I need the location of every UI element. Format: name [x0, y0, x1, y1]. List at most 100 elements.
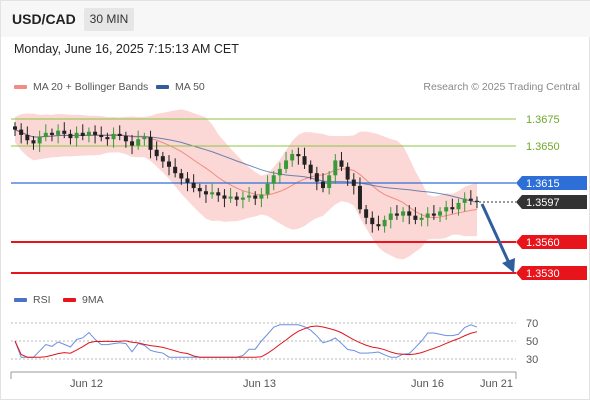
candle-body	[370, 217, 375, 225]
legend-rsi-label: RSI	[33, 294, 51, 306]
candle-body	[130, 141, 135, 146]
candle-body	[327, 175, 332, 189]
candle-body	[321, 181, 325, 189]
candle-body	[228, 196, 233, 199]
candle-body	[160, 156, 165, 162]
candle-body	[284, 160, 289, 169]
candle-body	[99, 134, 104, 138]
timestamp: Monday, June 16, 2025 7:15:13 AM CET	[14, 42, 239, 56]
rsi-axis-70: 70	[526, 318, 538, 330]
candle-body	[438, 211, 443, 216]
candle-body	[296, 154, 301, 157]
candle-body	[468, 198, 473, 201]
candle-body	[25, 134, 30, 141]
candle-body	[456, 202, 461, 210]
candle-body	[74, 132, 79, 139]
candle-body	[19, 129, 24, 135]
candle-body	[376, 224, 381, 227]
candle-body	[388, 213, 393, 220]
current-price-tag: 1.3597	[516, 195, 587, 209]
rsi-axis-50: 50	[526, 336, 538, 348]
candle-body	[173, 166, 178, 174]
candle-body	[308, 164, 313, 174]
rsi-line	[14, 324, 478, 358]
x-axis-label-jun12: Jun 12	[70, 378, 103, 390]
candle-body	[123, 135, 128, 142]
candle-body	[277, 168, 282, 176]
candle-body	[475, 200, 479, 202]
candle-body	[259, 194, 264, 199]
level-label-1.3650: 1.3650	[526, 141, 560, 153]
candle-body	[234, 196, 239, 200]
current-price-label: 1.3597	[526, 197, 560, 209]
candle-body	[413, 215, 418, 220]
legend-ma20-label: MA 20 + Bollinger Bands	[33, 81, 149, 93]
level-tag-1.3560: 1.3560	[516, 235, 587, 249]
candle-body	[364, 209, 369, 218]
candle-body	[222, 195, 227, 199]
x-axis-label-jun16: Jun 16	[411, 378, 444, 390]
candle-body	[394, 213, 399, 216]
candle-body	[142, 137, 147, 140]
rsi-9ma-line	[14, 325, 478, 358]
candle-body	[80, 132, 85, 136]
candle-body	[105, 137, 110, 140]
x-axis-label-jun21: Jun 21	[480, 378, 513, 390]
candle-body	[216, 192, 221, 196]
rsi-swatch-icon	[14, 298, 27, 302]
legend-ma20-bb: MA 20 + Bollinger Bands	[14, 81, 148, 93]
timeframe-selector[interactable]: 30 MIN	[84, 8, 134, 31]
candle-body	[185, 178, 190, 183]
symbol-title: USD/CAD	[12, 11, 76, 27]
candle-body	[339, 160, 344, 167]
level-tag-1.3615: 1.3615	[516, 176, 587, 190]
candle-body	[265, 183, 270, 195]
candle-body	[93, 131, 98, 135]
candle-body	[203, 191, 208, 195]
candle-body	[31, 140, 36, 144]
candle-body	[345, 166, 350, 180]
level-label-1.3675: 1.3675	[526, 114, 560, 126]
ma50-line	[14, 129, 478, 203]
candle-body	[382, 219, 387, 227]
ma9-swatch-icon	[63, 298, 76, 302]
ma20-swatch-icon	[14, 85, 27, 89]
candle-body	[444, 207, 449, 212]
candle-body	[333, 160, 338, 176]
candle-body	[290, 154, 295, 161]
candle-body	[13, 126, 17, 130]
candle-body	[247, 195, 252, 198]
forecast-arrow-icon	[480, 203, 515, 273]
candle-body	[68, 133, 73, 139]
candle-body	[154, 149, 159, 157]
candle-body	[167, 161, 171, 167]
candle-body	[357, 185, 362, 210]
candle-body	[86, 131, 91, 136]
ma50-swatch-icon	[156, 85, 169, 89]
candle-body	[191, 182, 196, 189]
candle-body	[49, 132, 54, 135]
legend-ma50: MA 50	[156, 81, 205, 93]
candle-body	[302, 156, 307, 165]
candle-body	[401, 211, 406, 216]
legend-9ma-label: 9MA	[82, 294, 104, 306]
candle-body	[240, 197, 245, 200]
candle-body	[271, 175, 276, 184]
level-tag-1.3530: 1.3530	[516, 266, 587, 280]
rsi-axis-30: 30	[526, 354, 538, 366]
candle-body	[37, 137, 42, 144]
candle-body	[351, 179, 356, 186]
candle-body	[462, 198, 467, 203]
candle-body	[407, 211, 412, 216]
candle-body	[179, 173, 184, 179]
candle-body	[425, 213, 430, 218]
candle-body	[210, 192, 215, 195]
candle-body	[136, 139, 141, 146]
candle-body	[431, 213, 436, 216]
level-label-1.3615: 1.3615	[526, 178, 560, 190]
candle-body	[450, 207, 455, 210]
candle-body	[62, 130, 67, 134]
candle-body	[314, 173, 319, 182]
candle-body	[111, 133, 116, 140]
